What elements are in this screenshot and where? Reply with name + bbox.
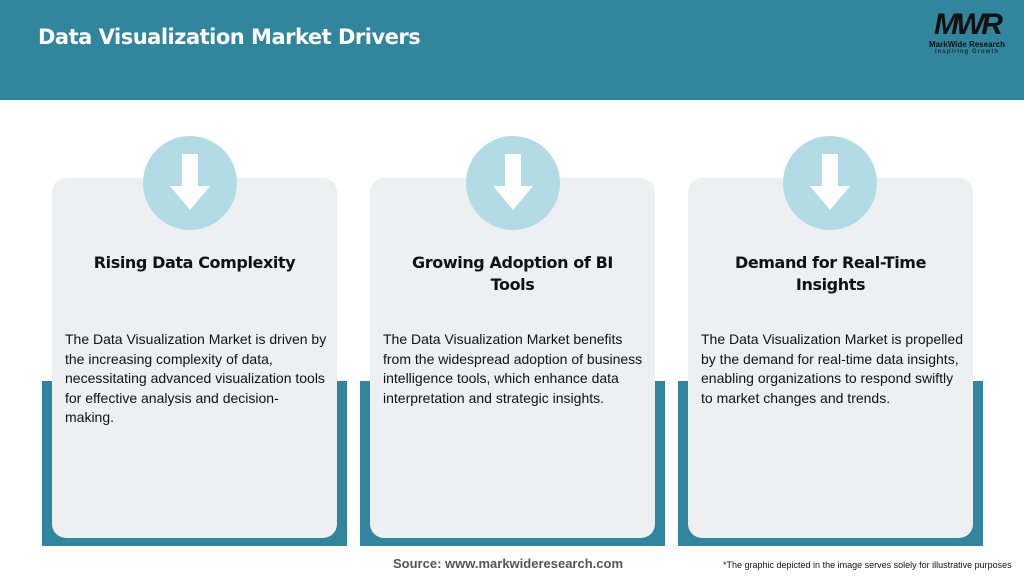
logo-name: MarkWide Research: [929, 40, 1005, 49]
header-banner: Data Visualization Market Drivers MWR Ma…: [0, 0, 1024, 100]
logo-mark: MWR: [934, 8, 1003, 41]
driver-card: Growing Adoption of BI Tools The Data Vi…: [370, 178, 655, 538]
arrow-down-icon: [783, 136, 877, 230]
card-text: The Data Visualization Market benefits f…: [383, 331, 643, 406]
page-title: Data Visualization Market Drivers: [38, 25, 421, 49]
arrow-down-icon: [143, 136, 237, 230]
disclaimer-note: *The graphic depicted in the image serve…: [723, 560, 1012, 570]
driver-card: Rising Data Complexity The Data Visualiz…: [52, 178, 337, 538]
source-text: Source: www.markwideresearch.com: [393, 556, 624, 571]
arrow-down-icon: [466, 136, 560, 230]
driver-card: Demand for Real-Time Insights The Data V…: [688, 178, 973, 538]
logo-tagline: Inspiring Growth: [935, 49, 999, 55]
card-text: The Data Visualization Market is driven …: [65, 331, 327, 425]
card-text: The Data Visualization Market is propell…: [701, 331, 963, 406]
card-title: Demand for Real-Time Insights: [734, 253, 927, 294]
card-title: Rising Data Complexity: [93, 253, 296, 272]
logo: MWR MarkWide Research Inspiring Growth: [924, 8, 1010, 56]
card-title: Growing Adoption of BI Tools: [412, 253, 613, 294]
